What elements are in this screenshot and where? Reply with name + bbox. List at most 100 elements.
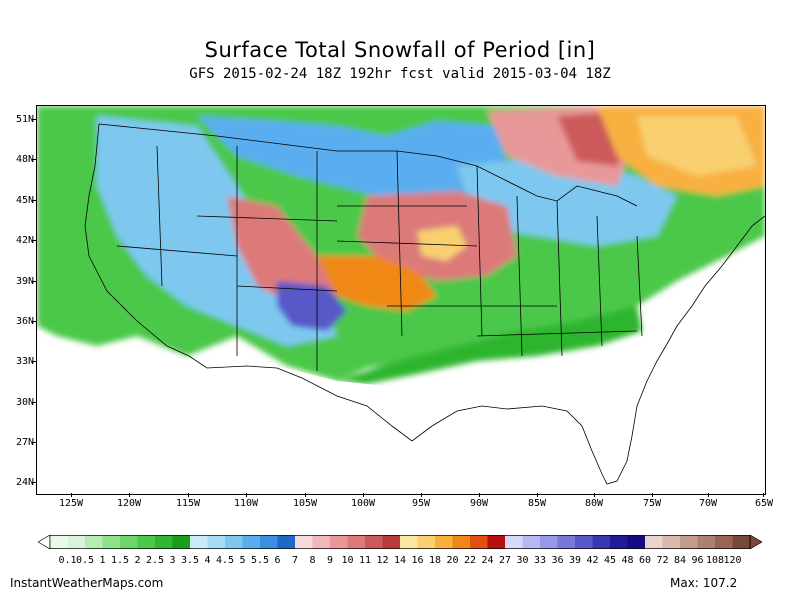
lon-label: 70W [698,498,718,509]
colorbar-swatch [417,535,436,549]
colorbar-swatch [277,535,296,549]
colorbar-tick-label: 14 [394,555,407,566]
colorbar-tick-label: 4.5 [216,555,235,566]
colorbar-tick-label: 12 [376,555,389,566]
snowfall-map-canvas [37,106,765,494]
map-subtitle: GFS 2015-02-24 18Z 192hr fcst valid 2015… [189,66,611,82]
colorbar-tick-label: 16 [411,555,424,566]
colorbar-swatch [452,535,471,549]
colorbar-swatch [295,535,313,549]
lon-label: 115W [175,498,201,509]
colorbar-tick-label: 39 [569,555,582,566]
colorbar-swatch [400,535,418,549]
lat-tick [32,321,36,322]
colorbar-swatch [382,535,401,549]
colorbar-tick-label: 84 [674,555,687,566]
colorbar-tick-label: 120 [723,555,742,566]
lon-tick [246,493,247,497]
colorbar-tick-label: 33 [534,555,547,566]
colorbar-tick-label: 1.5 [111,555,130,566]
colorbar-over-arrow [749,535,762,549]
colorbar-tick-label: 6 [274,555,281,566]
lon-tick [421,493,422,497]
lat-label: 24N [15,477,34,488]
lat-label: 36N [15,316,34,327]
lon-tick [537,493,538,497]
colorbar-swatch [697,535,716,549]
lon-label: 90W [469,498,489,509]
lat-tick [32,200,36,201]
colorbar-swatch [592,535,611,549]
colorbar-tick-label: 4 [204,555,211,566]
colorbar-tick-label: 48 [621,555,634,566]
colorbar-swatch [50,535,68,549]
colorbar-swatch [627,535,646,549]
colorbar-swatch [505,535,523,549]
colorbar-swatch [610,535,628,549]
colorbar-swatch [102,535,121,549]
lat-label: 42N [15,235,34,246]
lon-tick [763,493,764,497]
lat-label: 51N [15,114,34,125]
colorbar-tick-label: 5.5 [251,555,270,566]
lon-tick [652,493,653,497]
lon-label: 65W [754,498,774,509]
lon-label: 80W [584,498,604,509]
snowfall-map [36,105,766,495]
colorbar-swatch [137,535,156,549]
colorbar-tick-label: 45 [604,555,617,566]
colorbar-swatch [225,535,243,549]
lon-label: 125W [58,498,84,509]
colorbar-tick-label: 24 [481,555,494,566]
colorbar-swatch [120,535,138,549]
colorbar-tick-label: 96 [691,555,704,566]
colorbar-swatch [575,535,593,549]
max-label: Max: [670,576,699,590]
colorbar-swatch [662,535,681,549]
lat-tick [32,361,36,362]
colorbar-tick-label: 22 [464,555,477,566]
colorbar-swatch [715,535,733,549]
colorbar-tick-label: 8 [309,555,316,566]
colorbar-swatch [645,535,663,549]
lon-tick [188,493,189,497]
colorbar-swatch [732,535,751,549]
lat-label: 45N [15,195,34,206]
max-readout: Max: 107.2 [666,576,737,590]
lon-tick [479,493,480,497]
colorbar-swatch [67,535,86,549]
lat-label: 30N [15,397,34,408]
colorbar-swatch [365,535,383,549]
geographic-outlines [84,123,765,485]
colorbar-outline [49,535,751,549]
colorbar-tick-label: 36 [551,555,564,566]
colorbar-swatch [172,535,191,549]
lon-label: 100W [350,498,376,509]
map-title: Surface Total Snowfall of Period [in] [204,38,596,62]
lon-tick [71,493,72,497]
colorbar-tick-label: 7 [292,555,299,566]
lon-label: 110W [233,498,259,509]
lon-tick [594,493,595,497]
colorbar-swatch [330,535,348,549]
colorbar-tick-label: 11 [359,555,372,566]
colorbar-swatch [487,535,506,549]
colorbar-tick-label: 9 [327,555,334,566]
colorbar-swatch [522,535,541,549]
colorbar-tick-label: 1 [99,555,106,566]
lon-label: 75W [642,498,662,509]
colorbar-swatch [470,535,488,549]
colorbar-tick-label: 0.5 [76,555,95,566]
colorbar-tick-label: 2.5 [146,555,165,566]
colorbar-tick-label: 5 [239,555,246,566]
lat-label: 27N [15,437,34,448]
colorbar-tick-label: 108 [706,555,725,566]
colorbar-tick-label: 20 [446,555,459,566]
colorbar-tick-label: 10 [341,555,354,566]
colorbar-swatch [260,535,278,549]
lat-tick [32,482,36,483]
max-value: 107.2 [702,576,738,590]
lon-tick [363,493,364,497]
colorbar-tick-label: 27 [499,555,512,566]
lat-tick [32,442,36,443]
